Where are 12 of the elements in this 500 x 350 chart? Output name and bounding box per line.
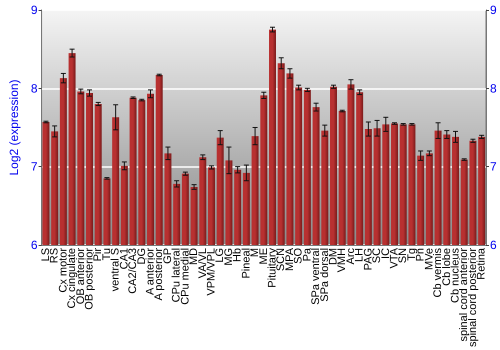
y2-tick-label: 7 — [490, 160, 497, 174]
x-tick-label: OB posterior — [84, 248, 96, 310]
y-axis-title: Log2 (expression) — [7, 79, 21, 176]
y-tick-label: 8 — [30, 81, 38, 96]
y2-tick-label: 6 — [490, 238, 497, 252]
y2-tick-label: 9 — [490, 3, 497, 17]
y-tick-label: 7 — [30, 160, 38, 174]
x-tick-label: Tg — [406, 248, 418, 261]
y-tick-label: 6 — [30, 238, 38, 252]
y2-tick-label: 8 — [490, 81, 497, 96]
y-tick-label: 9 — [30, 3, 38, 17]
x-tick-label: A posterior — [153, 248, 166, 301]
